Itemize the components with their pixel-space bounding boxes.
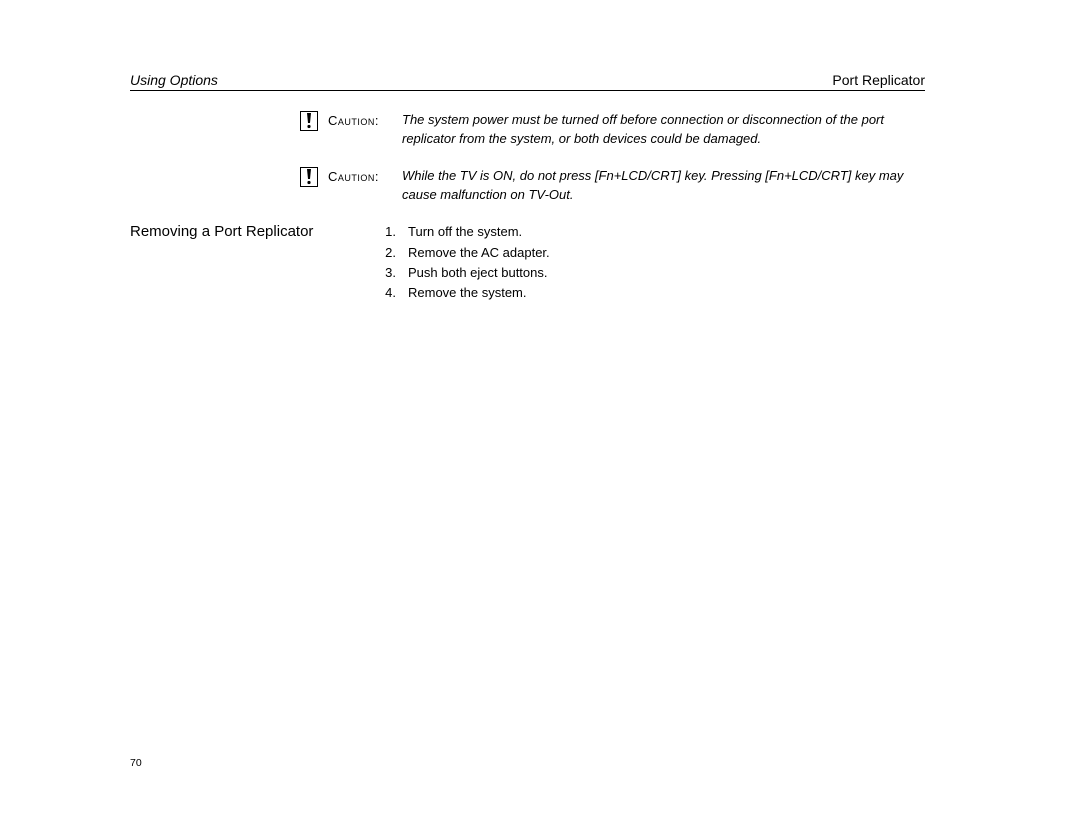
caution-text: The system power must be turned off befo… [402, 111, 922, 149]
steps-list: 1. Turn off the system. 2. Remove the AC… [380, 222, 550, 303]
step-text: Push both eject buttons. [408, 263, 547, 283]
caution-text: While the TV is ON, do not press [Fn+LCD… [402, 167, 922, 205]
step-number: 2. [380, 243, 398, 263]
step-text: Remove the system. [408, 283, 527, 303]
caution-label: Caution: [328, 167, 402, 184]
step-text: Remove the AC adapter. [408, 243, 550, 263]
running-header: Using Options Port Replicator [130, 72, 925, 91]
step-text: Turn off the system. [408, 222, 522, 242]
step-number: 4. [380, 283, 398, 303]
caution-block: Caution: While the TV is ON, do not pres… [300, 167, 925, 205]
step-number: 1. [380, 222, 398, 242]
step-number: 3. [380, 263, 398, 283]
header-left: Using Options [130, 72, 218, 88]
page-content: Using Options Port Replicator Caution: T… [130, 72, 925, 303]
list-item: 3. Push both eject buttons. [380, 263, 550, 283]
list-item: 1. Turn off the system. [380, 222, 550, 242]
caution-label: Caution: [328, 111, 402, 128]
section-heading: Removing a Port Replicator [130, 222, 380, 240]
exclamation-icon [300, 167, 318, 187]
exclamation-icon [300, 111, 318, 131]
page-number: 70 [130, 757, 142, 769]
section: Removing a Port Replicator 1. Turn off t… [130, 222, 925, 303]
list-item: 4. Remove the system. [380, 283, 550, 303]
header-right: Port Replicator [832, 72, 925, 88]
caution-block: Caution: The system power must be turned… [300, 111, 925, 149]
list-item: 2. Remove the AC adapter. [380, 243, 550, 263]
